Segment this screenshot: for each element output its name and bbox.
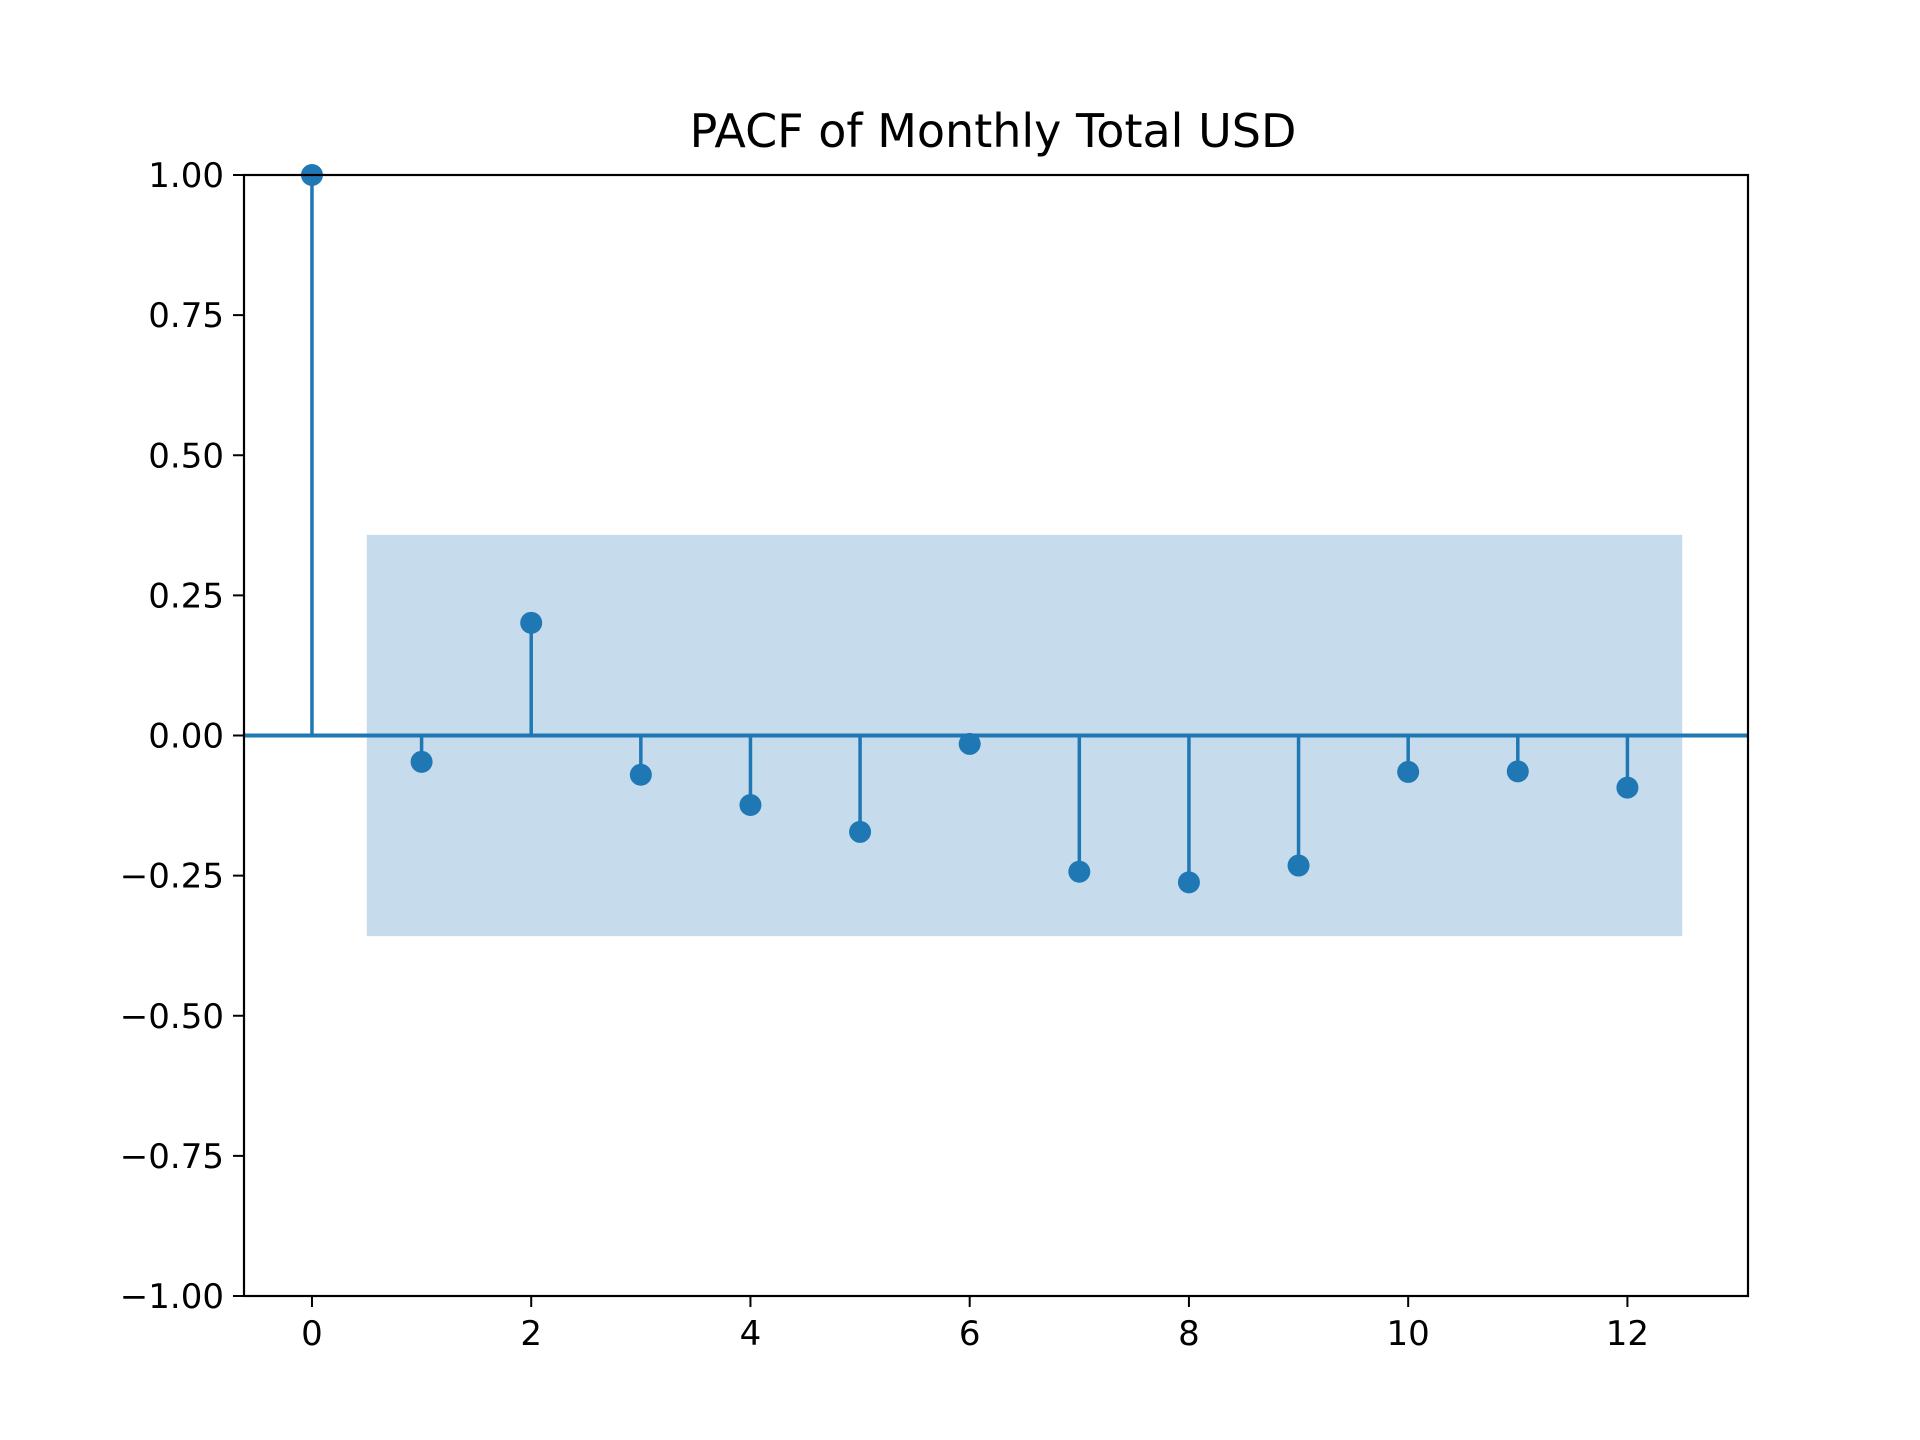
x-tick-label: 4 bbox=[740, 1314, 762, 1354]
y-tick-label: 1.00 bbox=[148, 156, 224, 196]
stem-marker-lag-10 bbox=[1397, 760, 1420, 783]
y-tick-label: −0.25 bbox=[120, 857, 224, 897]
y-tick-label: −0.50 bbox=[120, 997, 224, 1037]
stem-marker-lag-8 bbox=[1177, 871, 1200, 894]
y-tick-label: −1.00 bbox=[120, 1277, 224, 1317]
stem-marker-lag-2 bbox=[520, 611, 543, 634]
x-tick-label: 0 bbox=[301, 1314, 323, 1354]
stem-marker-lag-1 bbox=[410, 750, 433, 773]
stem-marker-lag-7 bbox=[1068, 860, 1091, 883]
x-tick-label: 6 bbox=[959, 1314, 981, 1354]
stem-marker-lag-12 bbox=[1616, 776, 1639, 799]
y-tick-label: −0.75 bbox=[120, 1137, 224, 1177]
y-tick-label: 0.75 bbox=[148, 296, 224, 336]
stem-marker-lag-11 bbox=[1506, 760, 1529, 783]
y-tick-label: 0.00 bbox=[148, 717, 224, 757]
x-tick-label: 12 bbox=[1606, 1314, 1649, 1354]
x-tick-label: 8 bbox=[1178, 1314, 1200, 1354]
stem-marker-lag-9 bbox=[1287, 854, 1310, 877]
chart-title: PACF of Monthly Total USD bbox=[690, 104, 1297, 158]
x-tick-label: 10 bbox=[1387, 1314, 1430, 1354]
plot-area bbox=[244, 164, 1748, 937]
axes-ticks: 0 2 4 6 8 10 12 1.00 0.75 0.50 0.25 0.00 −0.25 −0.50 −… bbox=[120, 156, 1649, 1354]
stem-marker-lag-4 bbox=[739, 794, 762, 817]
stem-marker-lag-5 bbox=[849, 820, 872, 843]
y-tick-label: 0.25 bbox=[148, 576, 224, 616]
stem-marker-lag-3 bbox=[629, 763, 652, 786]
y-tick-label: 0.50 bbox=[148, 436, 224, 476]
x-tick-label: 2 bbox=[520, 1314, 542, 1354]
stem-marker-lag-6 bbox=[958, 732, 981, 755]
